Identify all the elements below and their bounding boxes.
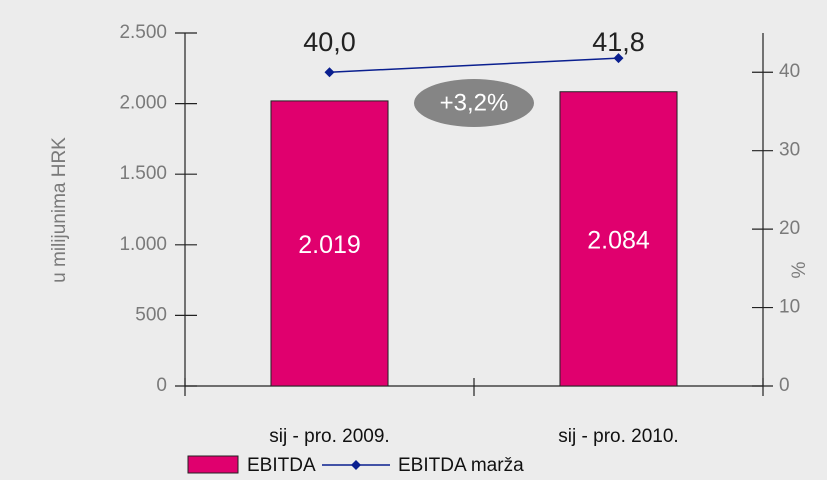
line-value-label: 41,8 (592, 27, 645, 57)
y2-tick-label: 30 (779, 140, 800, 161)
y-tick-label: 1.500 (119, 163, 167, 184)
legend-label: EBITDA (247, 455, 316, 476)
line-value-label: 40,0 (303, 27, 356, 57)
y2-tick-label: 20 (779, 218, 800, 239)
legend-swatch (187, 455, 239, 474)
y2-tick-label: 0 (779, 375, 790, 396)
y-tick-label: 500 (135, 304, 167, 325)
line-marker (324, 67, 335, 78)
bar (270, 100, 389, 387)
y-axis-label: u milijunima HRK (49, 137, 70, 283)
legend-marker (351, 460, 361, 470)
line (329, 57, 619, 73)
y-tick-label: 0 (156, 375, 167, 396)
line-marker (613, 53, 624, 64)
annotation: +3,2% (440, 89, 509, 116)
y2-axis-label: % (789, 261, 810, 278)
y2-tick-label: 40 (779, 61, 800, 82)
annotation-bubble (414, 79, 534, 127)
bar-value-label: 2.084 (587, 226, 650, 254)
y-tick-label: 2.500 (119, 22, 167, 43)
y2-tick-label: 10 (779, 297, 800, 318)
bar (559, 91, 678, 387)
x-tick-label: sij - pro. 2010. (558, 426, 678, 447)
y-tick-label: 2.000 (119, 93, 167, 114)
legend-label: EBITDA marža (398, 455, 524, 476)
bar-value-label: 2.019 (298, 231, 361, 259)
y-tick-label: 1.000 (119, 234, 167, 255)
x-tick-label: sij - pro. 2009. (269, 426, 389, 447)
